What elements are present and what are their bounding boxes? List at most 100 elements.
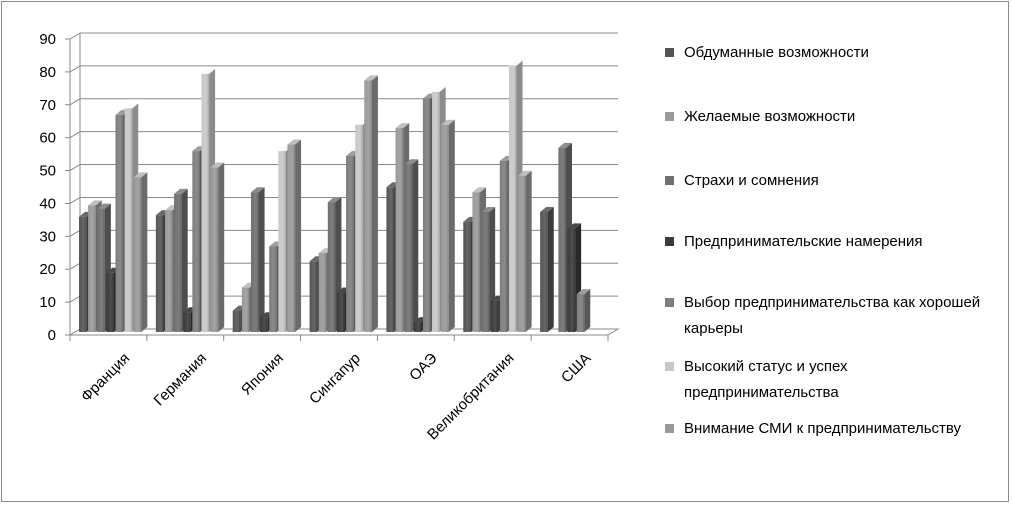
bar-sheen [404, 164, 413, 332]
bar-sheen [309, 261, 318, 332]
bar-sheen [463, 221, 471, 332]
bar-sheen [269, 246, 277, 332]
bar-sheen [481, 211, 490, 332]
bar [210, 162, 225, 332]
y-tick-label: 10 [39, 294, 56, 311]
bar-sheen [250, 192, 259, 332]
y-tick-label: 0 [48, 327, 56, 344]
bars [79, 60, 591, 333]
y-tick-label: 80 [39, 64, 56, 81]
bar-sheen [508, 65, 517, 332]
bar-sheen [576, 294, 585, 332]
bar-top [558, 142, 573, 148]
legend-swatch [665, 176, 674, 185]
y-tick-label: 90 [39, 31, 56, 48]
bar-sheen [278, 151, 286, 332]
bar-sheen [558, 147, 567, 332]
x-tick-label: Германия [151, 350, 211, 410]
bar-top [518, 170, 532, 176]
legend-label: Внимание СМИ к предпринимательству [684, 420, 962, 437]
bar-top [567, 223, 582, 229]
bar-sheen [79, 216, 87, 332]
category-group [463, 60, 532, 332]
y-tick-label: 50 [39, 163, 56, 180]
legend-swatch [665, 362, 674, 371]
bar-side [448, 119, 455, 332]
bar-sheen [106, 272, 114, 332]
bar-top [133, 172, 148, 178]
bar [250, 187, 265, 332]
bar [540, 206, 554, 332]
y-tick-labels: 0 10 20 30 40 50 60 70 80 90 [39, 31, 56, 344]
bar-sheen [192, 151, 200, 332]
bar-side [525, 170, 532, 332]
legend-label: Обдуманные возможности [684, 44, 869, 61]
x-tick-label: Франция [78, 350, 133, 405]
bar [576, 289, 591, 332]
x-tick-label: Сингапур [306, 350, 364, 408]
bar-top [364, 75, 378, 81]
gridline-depth [69, 98, 81, 106]
bar-sheen [260, 317, 268, 332]
bar-side [218, 162, 225, 332]
bar [364, 75, 378, 333]
bar-top [210, 162, 225, 168]
gridline-depth [69, 65, 81, 73]
legend-label: Выбор предпринимательства как хорошей кар… [684, 294, 980, 337]
bar-sheen [201, 73, 210, 333]
gridline-depth [69, 32, 81, 40]
gridline-depth [69, 131, 81, 139]
y-tick-label: 60 [39, 130, 56, 147]
bar-sheen [174, 193, 182, 332]
bar-sheen [499, 160, 508, 332]
bar-sheen [327, 202, 336, 332]
bar-sheen [432, 91, 440, 333]
category-group [540, 142, 591, 332]
y-tick-label: 30 [39, 228, 56, 245]
bar [287, 139, 302, 332]
bar [441, 119, 455, 332]
x-tick-label: ОАЭ [406, 350, 441, 385]
bar-sheen [355, 124, 363, 332]
bar-sheen [210, 167, 219, 332]
x-tick-label: Япония [238, 350, 287, 399]
bar-side [412, 159, 419, 332]
x-tick-labels: Франция Германия Япония Сингапур ОАЭВеликобр… [78, 350, 595, 444]
bar-top [404, 159, 419, 165]
bar [518, 170, 532, 332]
bar-sheen [413, 322, 422, 332]
bar [404, 159, 419, 332]
bar-top [327, 197, 342, 203]
bar-sheen [155, 215, 164, 332]
category-group [79, 103, 148, 332]
bar-top [201, 68, 216, 74]
bar-side [584, 289, 591, 332]
bar-top [124, 103, 139, 109]
gridline-depth [69, 197, 81, 204]
bar-sheen [518, 175, 526, 332]
bar-top [508, 60, 523, 66]
legend-label: Желаемые возможности [684, 108, 855, 125]
bar-sheen [441, 124, 449, 332]
legend-item: Страхи и сомнения [665, 172, 819, 189]
bar [174, 188, 188, 332]
bar-top [395, 123, 410, 129]
gridline-depth [69, 262, 81, 270]
bar-top [432, 86, 446, 92]
y-tick-label: 20 [39, 261, 56, 278]
bar-top [481, 206, 496, 212]
legend-swatch [665, 237, 674, 246]
bar-sheen [567, 228, 576, 332]
bar-side [371, 75, 378, 333]
bar-top [472, 187, 487, 193]
bar-sheen [115, 114, 124, 332]
legend-item: Предпринимательские намерения [665, 233, 923, 250]
bar-top [540, 206, 554, 212]
x-tick-label: США [558, 350, 594, 386]
legend-item: Выбор предпринимательства как хорошей кар… [665, 294, 980, 337]
bar-sheen [287, 144, 296, 332]
gridline-depth [69, 229, 81, 237]
legend: Обдуманные возможности Желаемые возможнос… [665, 44, 980, 437]
legend-swatch [665, 298, 674, 307]
bar-sheen [422, 98, 431, 332]
